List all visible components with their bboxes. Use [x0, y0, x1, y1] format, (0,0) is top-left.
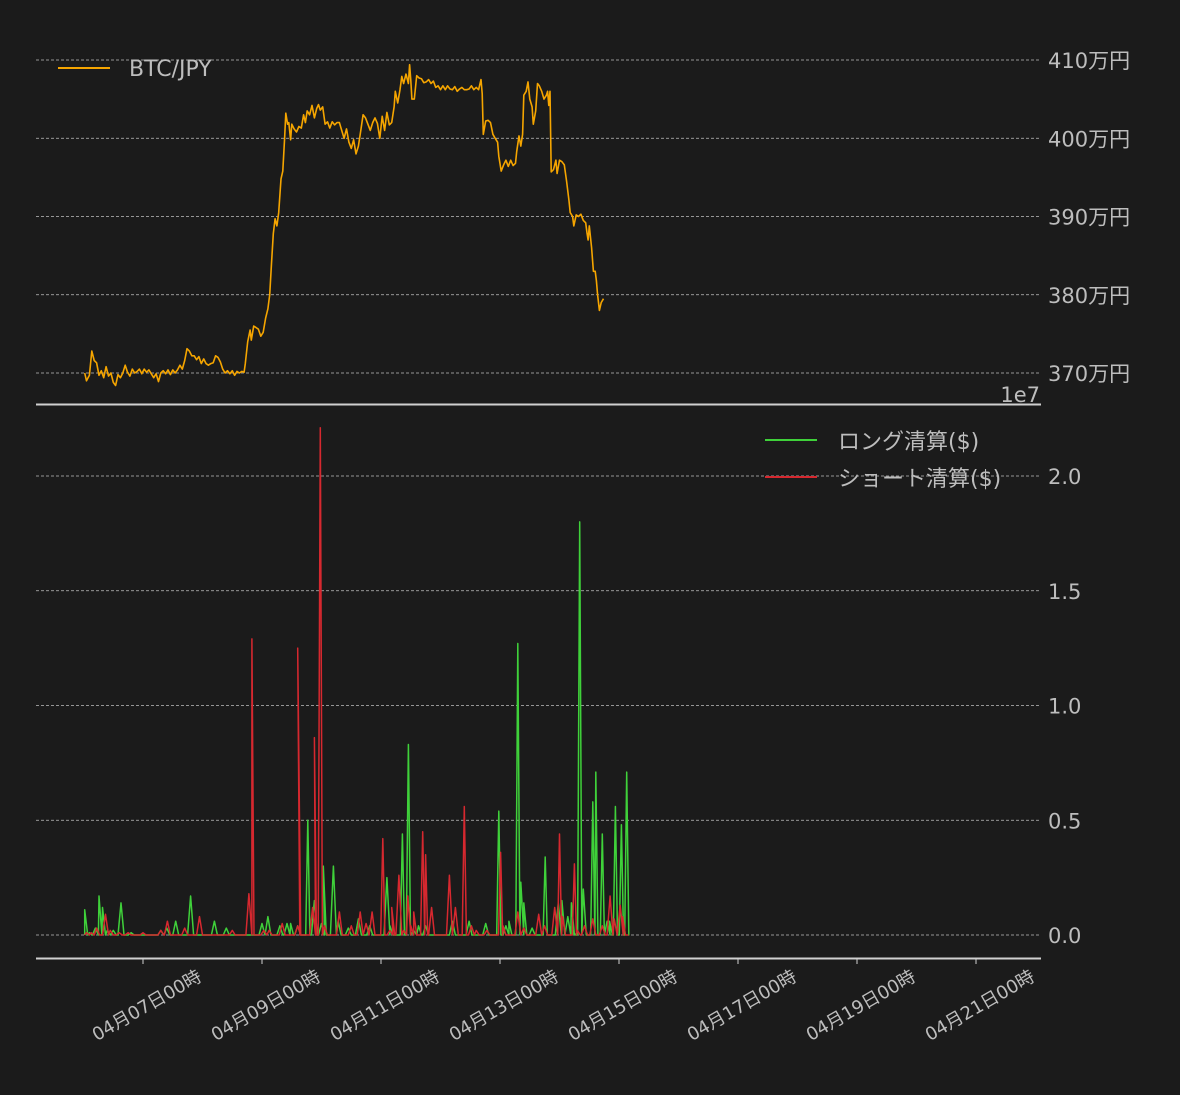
- y-tick-label: 2.0: [1048, 465, 1081, 489]
- legend-label-short: ショート清算($): [838, 467, 1001, 492]
- legend-label-long: ロング清算($): [838, 430, 979, 455]
- y-tick-label: 400万円: [1048, 127, 1130, 151]
- liquidation-gridlines: [36, 475, 1041, 936]
- x-tick-label: 04月11日00時: [327, 966, 444, 1046]
- liquidation-y-axis: 0.0 0.5 1.0 1.5 2.0: [1048, 465, 1081, 948]
- y-tick-label: 370万円: [1048, 362, 1130, 386]
- y-tick-label: 410万円: [1048, 49, 1130, 73]
- price-offset-text: 1e7: [1000, 383, 1040, 407]
- btc-jpy-line: [83, 63, 605, 387]
- price-legend: BTC/JPY: [58, 57, 212, 82]
- x-tick-label: 04月07日00時: [89, 966, 206, 1046]
- y-tick-label: 0.5: [1048, 809, 1081, 833]
- x-tick-label: 04月21日00時: [922, 966, 1039, 1046]
- price-y-axis: 370万円 380万円 390万円 400万円 410万円: [1048, 49, 1130, 386]
- x-tick-label: 04月13日00時: [446, 966, 563, 1046]
- legend-label-btc-jpy: BTC/JPY: [129, 57, 212, 82]
- y-tick-label: 0.0: [1048, 924, 1081, 948]
- x-tick-label: 04月09日00時: [208, 966, 325, 1046]
- x-tick-label: 04月15日00時: [565, 966, 682, 1046]
- y-tick-label: 390万円: [1048, 206, 1130, 230]
- long-liquidation-line: [83, 521, 630, 936]
- price-gridlines: [36, 59, 1041, 374]
- y-tick-label: 1.0: [1048, 695, 1081, 719]
- y-tick-label: 380万円: [1048, 284, 1130, 308]
- y-tick-label: 1.5: [1048, 580, 1081, 604]
- x-tick-label: 04月17日00時: [684, 966, 801, 1046]
- liquidation-legend: ロング清算($) ショート清算($): [765, 430, 1001, 492]
- x-tick-label: 04月19日00時: [803, 966, 920, 1046]
- x-axis: 04月07日00時 04月09日00時 04月11日00時 04月13日00時 04月1…: [89, 959, 1039, 1046]
- short-liquidation-line: [84, 427, 629, 936]
